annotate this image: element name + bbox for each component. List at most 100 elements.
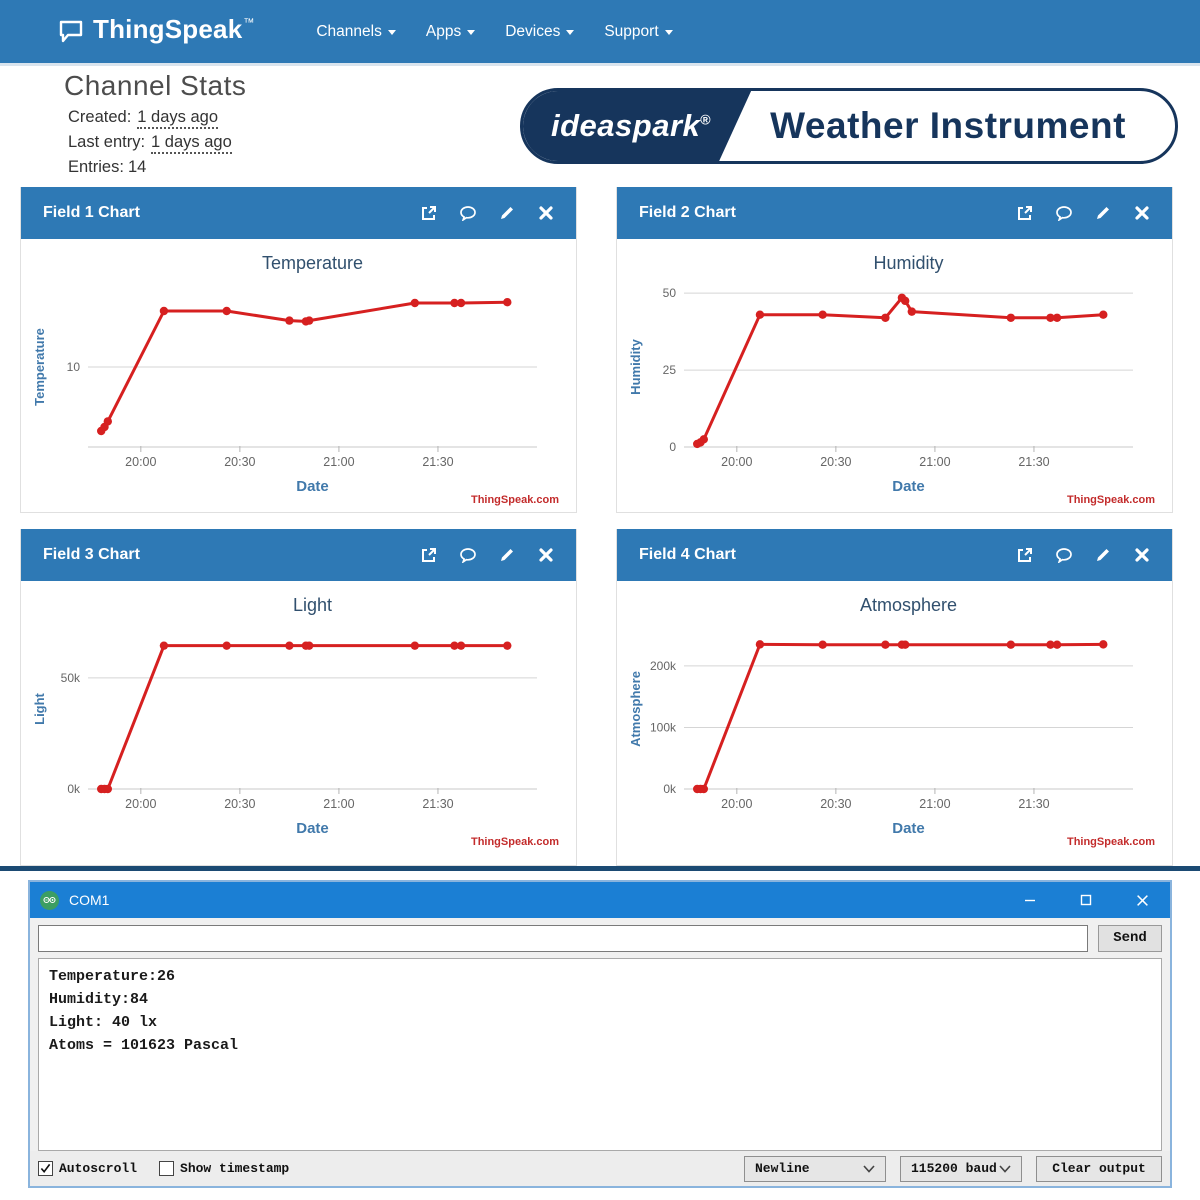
- send-button[interactable]: Send: [1098, 924, 1162, 952]
- external-link-icon[interactable]: [1017, 205, 1033, 221]
- edit-icon[interactable]: [499, 205, 515, 221]
- serial-output-line: Light: 40 lx: [49, 1014, 158, 1031]
- minimize-button[interactable]: [1002, 882, 1058, 918]
- chevron-down-icon: [566, 30, 575, 35]
- nav-menus: Channels Apps Devices Support: [316, 23, 673, 41]
- svg-text:Atmosphere: Atmosphere: [628, 671, 643, 747]
- serial-titlebar[interactable]: COM1: [30, 882, 1170, 918]
- svg-text:10: 10: [67, 360, 81, 374]
- ideaspark-banner: ideaspark® Weather Instrument: [520, 88, 1178, 164]
- svg-text:Date: Date: [296, 478, 329, 495]
- checkbox-unchecked-icon: [159, 1161, 175, 1176]
- autoscroll-checkbox[interactable]: Autoscroll: [38, 1161, 137, 1176]
- close-window-button[interactable]: [1114, 882, 1170, 918]
- nav-menu-apps[interactable]: Apps: [426, 23, 476, 41]
- svg-text:21:30: 21:30: [422, 797, 453, 811]
- created-value: 1 days ago: [137, 108, 219, 129]
- checkbox-checked-icon: [38, 1161, 53, 1176]
- last-entry-value: 1 days ago: [151, 133, 232, 154]
- svg-text:0: 0: [669, 440, 676, 454]
- entries-value: 14: [127, 158, 147, 176]
- svg-text:Date: Date: [296, 820, 329, 837]
- close-icon[interactable]: [1134, 547, 1150, 563]
- close-icon[interactable]: [538, 547, 554, 563]
- svg-text:Atmosphere: Atmosphere: [860, 595, 957, 615]
- svg-text:Light: Light: [32, 692, 47, 724]
- svg-text:21:30: 21:30: [1018, 797, 1049, 811]
- line-ending-select[interactable]: Newline: [744, 1155, 886, 1182]
- clear-output-button[interactable]: Clear output: [1036, 1155, 1162, 1182]
- svg-text:20:00: 20:00: [125, 797, 156, 811]
- svg-text:21:00: 21:00: [323, 797, 354, 811]
- chevron-down-icon: [664, 30, 673, 35]
- nav-menu-support[interactable]: Support: [604, 23, 673, 41]
- svg-text:21:00: 21:00: [919, 455, 950, 469]
- external-link-icon[interactable]: [421, 205, 437, 221]
- field1-chart-panel: Field 1 Chart Temperature Temperature 10 20…: [20, 187, 577, 513]
- banner-title: Weather Instrument: [770, 105, 1126, 146]
- brand-name: ThingSpeak: [93, 14, 243, 44]
- svg-text:Date: Date: [892, 478, 925, 495]
- panel-title: Field 4 Chart: [639, 546, 736, 563]
- comment-icon[interactable]: [460, 205, 476, 221]
- external-link-icon[interactable]: [421, 547, 437, 563]
- svg-text:ThingSpeak.com: ThingSpeak.com: [471, 836, 559, 848]
- svg-text:20:30: 20:30: [820, 797, 851, 811]
- timestamp-checkbox[interactable]: Show timestamp: [159, 1161, 289, 1176]
- stat-entries: Entries: 14: [68, 158, 147, 176]
- nav-menu-channels[interactable]: Channels: [316, 23, 396, 41]
- stat-created: Created: 1 days ago: [68, 108, 246, 129]
- speech-bubble-icon: [58, 14, 93, 49]
- registered-mark: ®: [700, 111, 712, 128]
- comment-icon[interactable]: [1056, 205, 1072, 221]
- chevron-down-icon: [387, 30, 396, 35]
- field4-chart-header: Field 4 Chart: [617, 529, 1172, 581]
- baud-rate-select[interactable]: 115200 baud: [900, 1155, 1022, 1182]
- field1-chart-header: Field 1 Chart: [21, 187, 576, 239]
- serial-monitor-window: COM1 Send Temperature:26 Humidity:84 Light…: [28, 880, 1172, 1188]
- svg-text:25: 25: [663, 363, 677, 377]
- svg-text:20:00: 20:00: [721, 455, 752, 469]
- svg-text:20:30: 20:30: [224, 797, 255, 811]
- field3-chart-panel: Field 3 Chart Light Light 0k 50k 20:00 20:30 2…: [20, 529, 577, 866]
- external-link-icon[interactable]: [1017, 547, 1033, 563]
- field4-chart-panel: Field 4 Chart Atmosphere Atmosphere 0k 100k…: [616, 529, 1173, 866]
- svg-text:50: 50: [663, 286, 677, 300]
- temperature-chart: Temperature Temperature 10 20:00 20:30 21:00 2…: [30, 243, 567, 509]
- svg-text:Humidity: Humidity: [628, 338, 643, 394]
- light-chart: Light Light 0k 50k 20:00 20:30 21:00 21:30 Date T…: [30, 585, 567, 851]
- stat-last-entry: Last entry: 1 days ago: [68, 133, 246, 154]
- top-navbar: ThingSpeak ™ Channels Apps Devices Suppo…: [0, 0, 1200, 66]
- svg-text:Light: Light: [293, 595, 332, 615]
- svg-text:21:00: 21:00: [323, 455, 354, 469]
- edit-icon[interactable]: [1095, 205, 1111, 221]
- edit-icon[interactable]: [1095, 547, 1111, 563]
- serial-input[interactable]: [38, 924, 1088, 952]
- serial-output: Temperature:26 Humidity:84 Light: 40 lx Ato…: [38, 958, 1162, 1151]
- humidity-chart: Humidity Humidity 0 25 50 20:00 20:30 21:00 21:3…: [626, 243, 1163, 509]
- panel-title: Field 2 Chart: [639, 204, 736, 221]
- chevron-down-icon: [863, 1164, 875, 1173]
- comment-icon[interactable]: [460, 547, 476, 563]
- panel-title: Field 3 Chart: [43, 546, 140, 563]
- field2-chart-panel: Field 2 Chart Humidity Humidity 0 25 50 20:00…: [616, 187, 1173, 513]
- svg-text:50k: 50k: [61, 671, 81, 685]
- page-title: Channel Stats: [64, 70, 247, 101]
- svg-text:21:30: 21:30: [1018, 455, 1049, 469]
- panel-title: Field 1 Chart: [43, 204, 140, 221]
- nav-menu-devices[interactable]: Devices: [505, 23, 575, 41]
- edit-icon[interactable]: [499, 547, 515, 563]
- close-icon[interactable]: [1134, 205, 1150, 221]
- svg-text:Temperature: Temperature: [262, 253, 363, 273]
- thingspeak-logo[interactable]: ThingSpeak ™: [58, 14, 254, 49]
- comment-icon[interactable]: [1056, 547, 1072, 563]
- close-icon[interactable]: [538, 205, 554, 221]
- chevron-down-icon: [467, 30, 476, 35]
- maximize-button[interactable]: [1058, 882, 1114, 918]
- svg-text:20:00: 20:00: [721, 797, 752, 811]
- section-divider: [0, 866, 1200, 871]
- svg-text:0k: 0k: [663, 782, 677, 796]
- svg-text:Date: Date: [892, 820, 925, 837]
- svg-text:100k: 100k: [650, 720, 677, 734]
- svg-text:21:00: 21:00: [919, 797, 950, 811]
